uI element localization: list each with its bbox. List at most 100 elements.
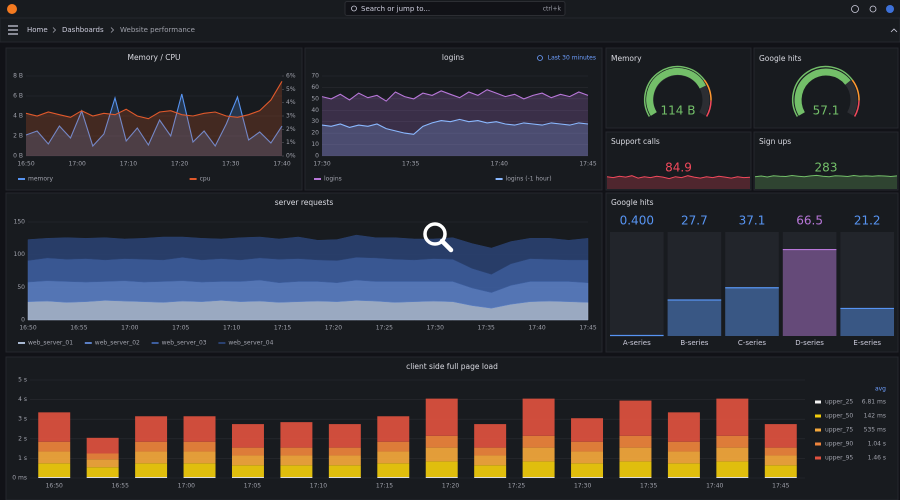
panel [753,131,899,191]
y-tick-label: 8 B [13,73,23,80]
bar-segment [280,477,313,478]
x-tick-label: 17:05 [172,325,189,332]
bar-segment [231,424,264,448]
bar-segment [667,463,700,478]
panel-title: logins [442,53,464,62]
bar-segment [571,463,604,478]
bar-segment [425,435,458,448]
bar-segment [425,447,458,462]
bar-category: A-series [623,339,651,347]
y-tick-label: 4% [286,99,296,106]
breadcrumb-item[interactable]: Dashboards [62,26,104,34]
bar [667,299,722,336]
bar-segment [522,461,555,478]
x-tick-label: 16:55 [70,325,87,332]
news-icon[interactable] [869,5,877,13]
zoom-cursor [423,222,454,253]
legend-label: logins (-1 hour) [506,176,552,183]
y-tick-label: 0% [286,153,296,160]
bar-segment [328,455,361,466]
y-tick-label: 5% [286,86,296,93]
x-tick-label: 17:10 [223,325,240,332]
x-tick-label: 17:30 [222,161,239,168]
bar-segment [571,441,604,452]
bar [782,249,837,336]
gauge-threshold [705,100,712,117]
bar-segment [280,465,313,478]
bar-segment [522,447,555,462]
y-tick-label: 0 [315,153,319,160]
y-tick-label: 2% [286,126,296,133]
y-tick-label: 6% [286,73,296,80]
panel [605,131,752,191]
bar-segment [425,477,458,478]
stat-value: 283 [815,161,838,175]
x-tick-label: 17:30 [427,325,444,332]
legend-label: web_server_03 [162,340,207,347]
bar-segment [231,455,264,466]
bar-segment [571,451,604,464]
bar-segment [474,447,507,456]
legend-avg: 1.46 s [868,455,886,462]
y-tick-label: 10 [311,141,319,148]
bar-segment [716,477,749,478]
panel [304,47,603,191]
bar-segment [86,453,119,460]
breadcrumb-item[interactable]: Home [27,26,48,34]
x-tick-label: 17:40 [273,161,290,168]
bar-segment [86,459,119,468]
help-icon[interactable] [851,5,859,13]
search-box[interactable] [344,1,566,16]
series-area [322,119,588,156]
panel-title: Memory [611,54,642,63]
avatar[interactable] [886,5,894,13]
bar-segment [764,465,797,478]
bar-segment [135,463,168,478]
x-tick-label: 17:00 [178,483,195,490]
y-tick-label: 70 [311,73,319,80]
legend-swatch [815,414,821,418]
x-tick-label: 17:00 [69,161,86,168]
bar [840,308,894,336]
collapse-icon[interactable] [890,28,898,33]
bar-track [610,232,664,336]
gauge-value [646,67,706,116]
y-tick-label: 4 B [13,113,23,120]
y-tick-label: 1% [286,139,296,146]
y-tick-label: 2 B [13,133,23,140]
bar-segment [571,418,604,442]
gauge-threshold [643,65,705,117]
bar-segment [183,441,216,452]
y-tick-label: 20 [311,130,319,137]
bar-segment [764,477,797,478]
series-line [321,89,589,102]
time-range[interactable]: Last 30 minutes [548,55,596,62]
x-tick-label: 17:30 [313,161,330,168]
bar-segment [716,447,749,462]
bar-segment [764,447,797,456]
logo[interactable] [7,4,17,14]
y-tick-label: 150 [14,219,26,226]
legend-label: upper_50 [825,413,853,420]
bar-segment [135,441,168,452]
panel-title: client side full page load [406,362,498,371]
y-tick-label: 5 s [18,377,27,384]
x-tick-label: 17:10 [310,483,327,490]
panel [753,47,899,129]
bar-segment [328,447,361,456]
bar-segment [619,400,652,436]
breadcrumb-separator [110,27,115,33]
y-tick-label: 4 s [18,396,27,403]
bar-value: 27.7 [681,214,708,228]
x-tick-label: 17:45 [772,483,789,490]
bar-category: D-series [795,339,824,347]
x-tick-label: 17:05 [244,483,261,490]
bar-segment [377,463,410,478]
bar-segment [764,424,797,448]
bar-segment [571,477,604,478]
panel-title: Google hits [759,54,802,63]
y-tick-label: 100 [14,251,26,258]
x-tick-label: 17:00 [121,325,138,332]
bar-segment [377,416,410,442]
menu-icon[interactable] [8,25,18,35]
